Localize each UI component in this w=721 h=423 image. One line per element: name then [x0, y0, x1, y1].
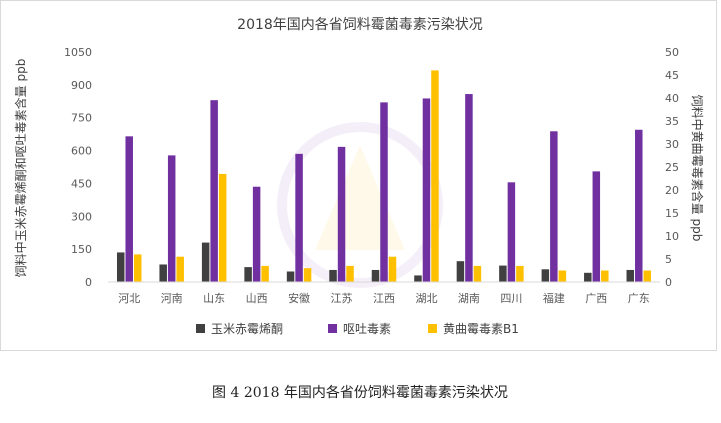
legend-label-2: 黄曲霉毒素B1: [443, 322, 519, 336]
bar-黄曲霉毒素B1-山东: [218, 173, 227, 282]
bar-玉米赤霉烯酮-安徽: [286, 271, 295, 282]
bar-呕吐毒素-河北: [125, 136, 133, 282]
figure-caption: 图 4 2018 年国内各省份饲料霉菌毒素污染状况: [212, 385, 508, 401]
x-axis-category-labels: 河北 河南 山东 山西 安徽 江苏 江西 湖北 湖南 四川 福建 广西 广东: [118, 291, 650, 305]
bar-呕吐毒素-安徽: [295, 153, 303, 282]
bar-玉米赤霉烯酮-广西: [584, 272, 592, 282]
bar-series-group: [116, 70, 652, 283]
y-right-tick-label-7: 35: [665, 115, 679, 128]
bar-呕吐毒素-广西: [592, 171, 601, 282]
y-right-tick-label-4: 20: [665, 184, 679, 197]
bar-玉米赤霉烯酮-山西: [244, 267, 252, 282]
x-category-label-5: 江苏: [331, 292, 353, 305]
x-category-label-4: 安徽: [288, 291, 310, 305]
x-category-label-12: 广东: [628, 292, 650, 305]
x-category-label-3: 山西: [246, 292, 268, 305]
y-left-tick-label-7: 1050: [64, 46, 92, 59]
x-category-label-1: 河南: [161, 292, 183, 305]
y-right-tick-label-6: 30: [665, 138, 679, 151]
bar-玉米赤霉烯酮-江苏: [329, 269, 337, 282]
bar-呕吐毒素-湖北: [422, 98, 431, 282]
y-left-tick-label-0: 0: [85, 276, 92, 289]
bar-呕吐毒素-江苏: [337, 146, 346, 282]
y-right-tick-label-1: 5: [665, 253, 672, 266]
y-axis-right-ticks: 0 5 10 15 20 25 30 35 40 45 50: [665, 46, 679, 289]
x-category-label-0: 河北: [118, 292, 140, 305]
x-category-label-9: 四川: [500, 292, 522, 305]
legend-label-1: 呕吐毒素: [343, 322, 391, 336]
legend-swatch-0: [196, 324, 205, 333]
bar-玉米赤霉烯酮-湖北: [414, 275, 422, 282]
bar-呕吐毒素-广东: [635, 129, 643, 282]
bar-黄曲霉毒素B1-广西: [601, 270, 609, 282]
x-category-label-6: 江西: [373, 292, 395, 305]
y-right-tick-label-8: 40: [665, 92, 679, 105]
y-left-tick-label-2: 300: [71, 210, 92, 223]
bar-玉米赤霉烯酮-江西: [371, 269, 380, 282]
bar-黄曲霉毒素B1-安徽: [303, 268, 312, 282]
bar-黄曲霉毒素B1-江西: [388, 256, 397, 282]
bar-黄曲霉毒素B1-河南: [176, 256, 184, 282]
bar-玉米赤霉烯酮-湖南: [456, 261, 465, 282]
bar-黄曲霉毒素B1-湖南: [473, 265, 482, 282]
y-axis-left-label: 饲料中玉米赤霉烯酮和呕吐毒素含量 ppb: [13, 59, 28, 278]
bar-玉米赤霉烯酮-河南: [159, 264, 167, 282]
x-category-label-11: 广西: [585, 292, 607, 305]
y-left-tick-label-3: 450: [71, 177, 92, 190]
x-category-label-7: 湖北: [415, 292, 437, 305]
legend-swatch-2: [428, 324, 437, 333]
bar-呕吐毒素-四川: [507, 182, 516, 282]
y-axis-right-label: 饲料中黄曲霉毒素含量 ppb: [690, 95, 705, 242]
bar-黄曲霉毒素B1-河北: [133, 254, 142, 282]
y-right-tick-label-5: 25: [665, 161, 679, 174]
bar-黄曲霉毒素B1-江苏: [346, 265, 354, 282]
bar-玉米赤霉烯酮-四川: [499, 265, 507, 282]
bar-玉米赤霉烯酮-山东: [201, 242, 210, 282]
y-left-tick-label-4: 600: [71, 145, 92, 158]
x-category-label-10: 福建: [543, 291, 565, 305]
y-axis-left-ticks: 0 150 300 450 600 750 900 1050: [64, 46, 92, 289]
bar-呕吐毒素-福建: [550, 131, 558, 282]
legend-swatch-1: [328, 324, 337, 333]
bar-呕吐毒素-江西: [380, 102, 388, 282]
y-left-tick-label-1: 150: [71, 243, 92, 256]
x-category-label-2: 山东: [203, 292, 225, 305]
x-category-label-8: 湖南: [458, 292, 480, 305]
y-left-tick-label-5: 750: [71, 112, 92, 125]
chart-title: 2018年国内各省饲料霉菌毒素污染状况: [237, 17, 483, 33]
y-left-tick-label-6: 900: [71, 79, 92, 92]
bar-黄曲霉毒素B1-福建: [558, 270, 567, 282]
bar-黄曲霉毒素B1-湖北: [431, 70, 439, 283]
legend: 玉米赤霉烯酮 呕吐毒素 黄曲霉毒素B1: [196, 322, 519, 336]
legend-label-0: 玉米赤霉烯酮: [211, 322, 283, 336]
bar-玉米赤霉烯酮-福建: [541, 269, 550, 282]
y-right-tick-label-3: 15: [665, 207, 679, 220]
y-right-tick-label-0: 0: [665, 276, 672, 289]
bar-呕吐毒素-山东: [210, 100, 218, 282]
y-right-tick-label-10: 50: [665, 46, 679, 59]
bar-黄曲霉毒素B1-山西: [261, 265, 269, 282]
bar-黄曲霉毒素B1-广东: [643, 270, 652, 282]
y-right-tick-label-9: 45: [665, 69, 679, 82]
bar-玉米赤霉烯酮-河北: [116, 252, 125, 282]
bar-玉米赤霉烯酮-广东: [626, 269, 635, 282]
bar-呕吐毒素-山西: [252, 186, 261, 282]
bar-黄曲霉毒素B1-四川: [516, 265, 524, 282]
bar-呕吐毒素-河南: [167, 155, 176, 282]
bar-呕吐毒素-湖南: [465, 94, 473, 282]
y-right-tick-label-2: 10: [665, 230, 679, 243]
